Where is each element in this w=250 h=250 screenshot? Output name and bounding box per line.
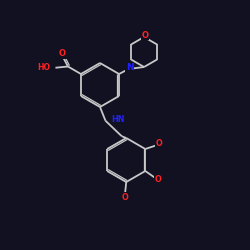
Text: O: O: [59, 49, 66, 58]
Text: O: O: [156, 139, 162, 148]
Text: N: N: [126, 63, 134, 72]
Text: HO: HO: [38, 63, 51, 72]
Text: HN: HN: [112, 115, 125, 124]
Text: O: O: [154, 175, 161, 184]
Text: O: O: [142, 30, 148, 40]
Text: O: O: [122, 192, 128, 202]
